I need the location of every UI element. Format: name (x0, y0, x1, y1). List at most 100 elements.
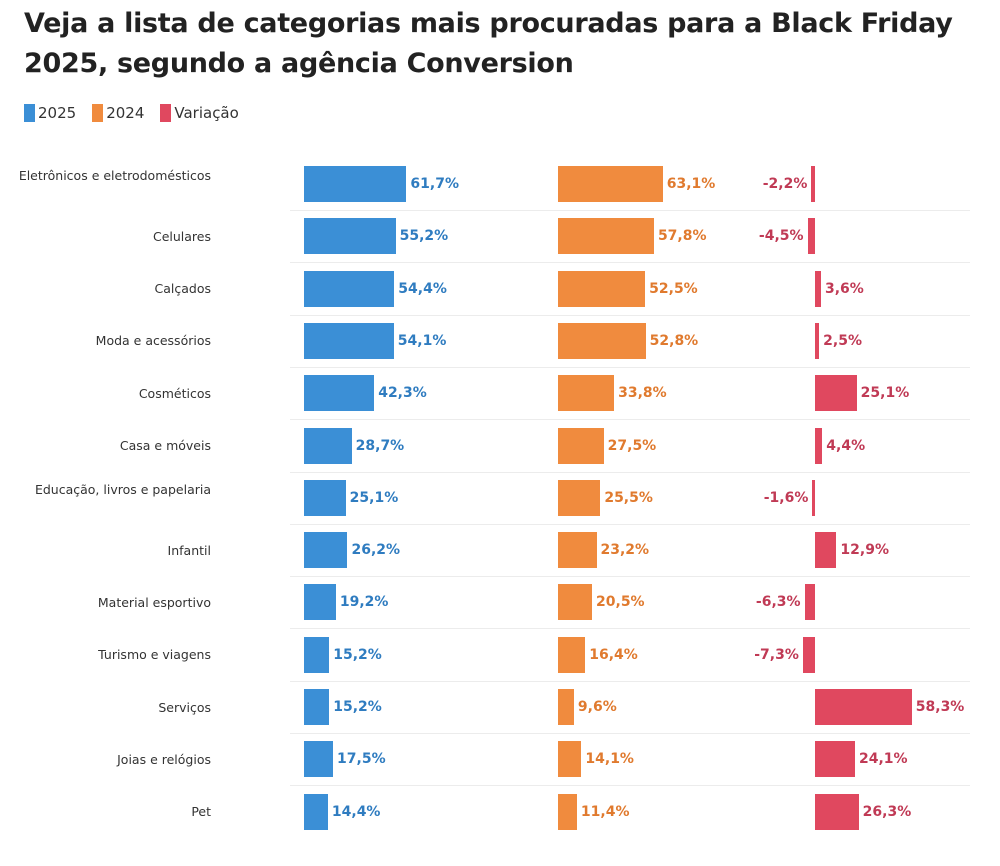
bar-2025[interactable] (304, 375, 375, 412)
gridline (290, 419, 480, 421)
gridline (735, 576, 970, 578)
gridline (290, 680, 480, 682)
bar-variacao[interactable] (815, 427, 823, 464)
bar-2024[interactable] (558, 689, 574, 725)
bar-variacao[interactable] (815, 532, 837, 569)
gridline (290, 262, 480, 264)
data-label: 33,8% (618, 385, 667, 402)
gridline (480, 419, 735, 421)
bar-2024[interactable] (558, 270, 646, 307)
bar-variacao[interactable] (815, 689, 912, 725)
legend-label-2024: 2024 (106, 104, 145, 122)
bar-2025[interactable] (304, 322, 394, 359)
legend-swatch-variacao (160, 104, 172, 122)
gridline (735, 262, 970, 264)
category-label: Educação, livros e papelaria (34, 481, 211, 497)
data-label: 26,2% (351, 542, 401, 559)
bar-2025[interactable] (304, 636, 330, 673)
bar-variacao[interactable] (815, 741, 855, 778)
gridline (290, 366, 480, 368)
legend-item-2025[interactable]: 2025 (24, 104, 76, 122)
bar-2025[interactable] (304, 427, 352, 464)
data-label: 19,2% (339, 594, 389, 611)
bar-2025[interactable] (304, 166, 407, 202)
bar-variacao[interactable] (815, 270, 821, 307)
category-label: Casa e móveis (119, 438, 211, 453)
bar-2024[interactable] (558, 375, 615, 412)
category-label: Moda e acessórios (95, 333, 211, 349)
chart-title: Veja a lista de categorias mais procurad… (24, 8, 953, 79)
data-label: 52,8% (649, 332, 699, 349)
gridline (290, 523, 480, 525)
bar-2024[interactable] (558, 427, 604, 464)
bar-variacao[interactable] (811, 166, 815, 202)
gridline (290, 210, 480, 211)
bar-2024[interactable] (558, 166, 663, 202)
legend-label-variacao: Variação (174, 104, 239, 122)
bar-variacao[interactable] (804, 584, 815, 621)
gridline (290, 785, 480, 787)
gridline (480, 471, 735, 473)
gridline (480, 314, 735, 316)
data-label: -7,3% (754, 646, 799, 663)
bar-2024[interactable] (558, 532, 597, 569)
data-label: 25,5% (604, 489, 653, 506)
data-label: 15,2% (333, 699, 382, 715)
category-label: Calçados (154, 281, 212, 297)
gridline (735, 628, 970, 630)
bar-variacao[interactable] (815, 375, 857, 412)
data-label: 2,5% (823, 332, 862, 349)
bar-2025[interactable] (304, 270, 395, 307)
bar-variacao[interactable] (807, 218, 815, 255)
legend-item-2024[interactable]: 2024 (92, 104, 144, 122)
data-label: 42,3% (378, 385, 427, 402)
bar-2024[interactable] (558, 479, 601, 516)
data-label: 12,9% (840, 542, 889, 559)
bar-2025[interactable] (304, 479, 346, 516)
category-label: Cosméticos (138, 385, 211, 401)
data-label: 16,4% (589, 646, 638, 663)
gridline (480, 628, 735, 630)
bar-2025[interactable] (304, 793, 328, 830)
bar-variacao[interactable] (812, 479, 815, 516)
bar-2024[interactable] (558, 218, 654, 255)
gridline (735, 733, 970, 734)
gridline (480, 262, 735, 264)
bar-2024[interactable] (558, 793, 577, 830)
bar-variacao[interactable] (815, 793, 859, 830)
data-label: 54,1% (397, 332, 447, 349)
data-label: 25,1% (860, 385, 910, 402)
bar-2025[interactable] (304, 741, 334, 778)
gridline (290, 314, 480, 316)
gridline (735, 210, 970, 211)
bar-2025[interactable] (304, 584, 336, 621)
bar-2024[interactable] (558, 636, 586, 673)
data-label: -2,2% (762, 176, 808, 192)
legend-item-variacao[interactable]: Variação (160, 104, 239, 122)
bar-variacao[interactable] (815, 322, 820, 359)
category-label: Joias e relógios (117, 751, 211, 767)
legend-swatch-2025 (24, 104, 35, 122)
gridline (480, 576, 735, 578)
data-label: 28,7% (355, 437, 405, 454)
bar-2024[interactable] (558, 741, 582, 778)
bar-2025[interactable] (304, 689, 330, 725)
gridline (735, 314, 970, 316)
gridline (735, 471, 970, 473)
data-label: 54,4% (398, 280, 447, 297)
bar-2024[interactable] (558, 322, 646, 359)
gridline (480, 785, 735, 787)
gridline (735, 419, 970, 421)
gridline (290, 733, 480, 734)
bar-variacao[interactable] (802, 636, 815, 673)
category-label: Infantil (167, 542, 211, 558)
gridline (735, 523, 970, 525)
bar-2024[interactable] (558, 584, 593, 621)
gridline (735, 785, 970, 787)
data-label: -4,5% (758, 228, 804, 245)
data-label: 25,1% (349, 489, 399, 506)
bar-2025[interactable] (304, 218, 396, 255)
legend: 2025 2024 Variação (24, 104, 255, 122)
data-label: 27,5% (607, 437, 657, 454)
bar-2025[interactable] (304, 532, 348, 569)
